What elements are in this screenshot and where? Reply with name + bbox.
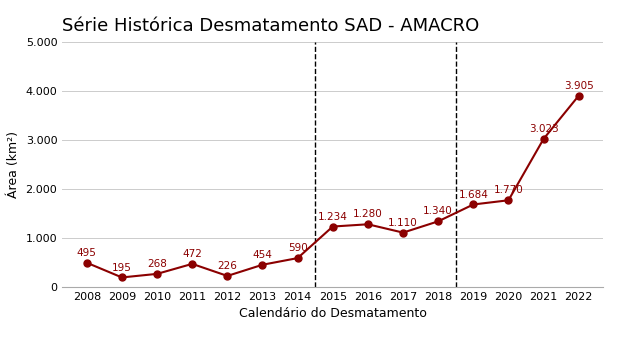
Text: 1.770: 1.770 [494, 186, 523, 195]
Text: Série Histórica Desmatamento SAD - AMACRO: Série Histórica Desmatamento SAD - AMACR… [62, 17, 480, 35]
Text: 495: 495 [77, 248, 97, 258]
Text: 454: 454 [253, 250, 272, 260]
Text: 195: 195 [112, 262, 132, 273]
Text: 3.023: 3.023 [529, 124, 559, 134]
Text: 590: 590 [288, 243, 307, 253]
Y-axis label: Área (km²): Área (km²) [7, 131, 20, 198]
Text: 1.340: 1.340 [424, 206, 453, 216]
Text: 1.234: 1.234 [318, 212, 348, 222]
Text: 1.280: 1.280 [353, 209, 383, 219]
Text: 226: 226 [218, 261, 237, 271]
Text: 1.684: 1.684 [458, 190, 488, 200]
Text: 268: 268 [147, 259, 167, 269]
Text: 472: 472 [182, 249, 202, 259]
X-axis label: Calendário do Desmatamento: Calendário do Desmatamento [239, 307, 427, 320]
Text: 1.110: 1.110 [388, 218, 418, 228]
Text: 3.905: 3.905 [564, 81, 593, 91]
